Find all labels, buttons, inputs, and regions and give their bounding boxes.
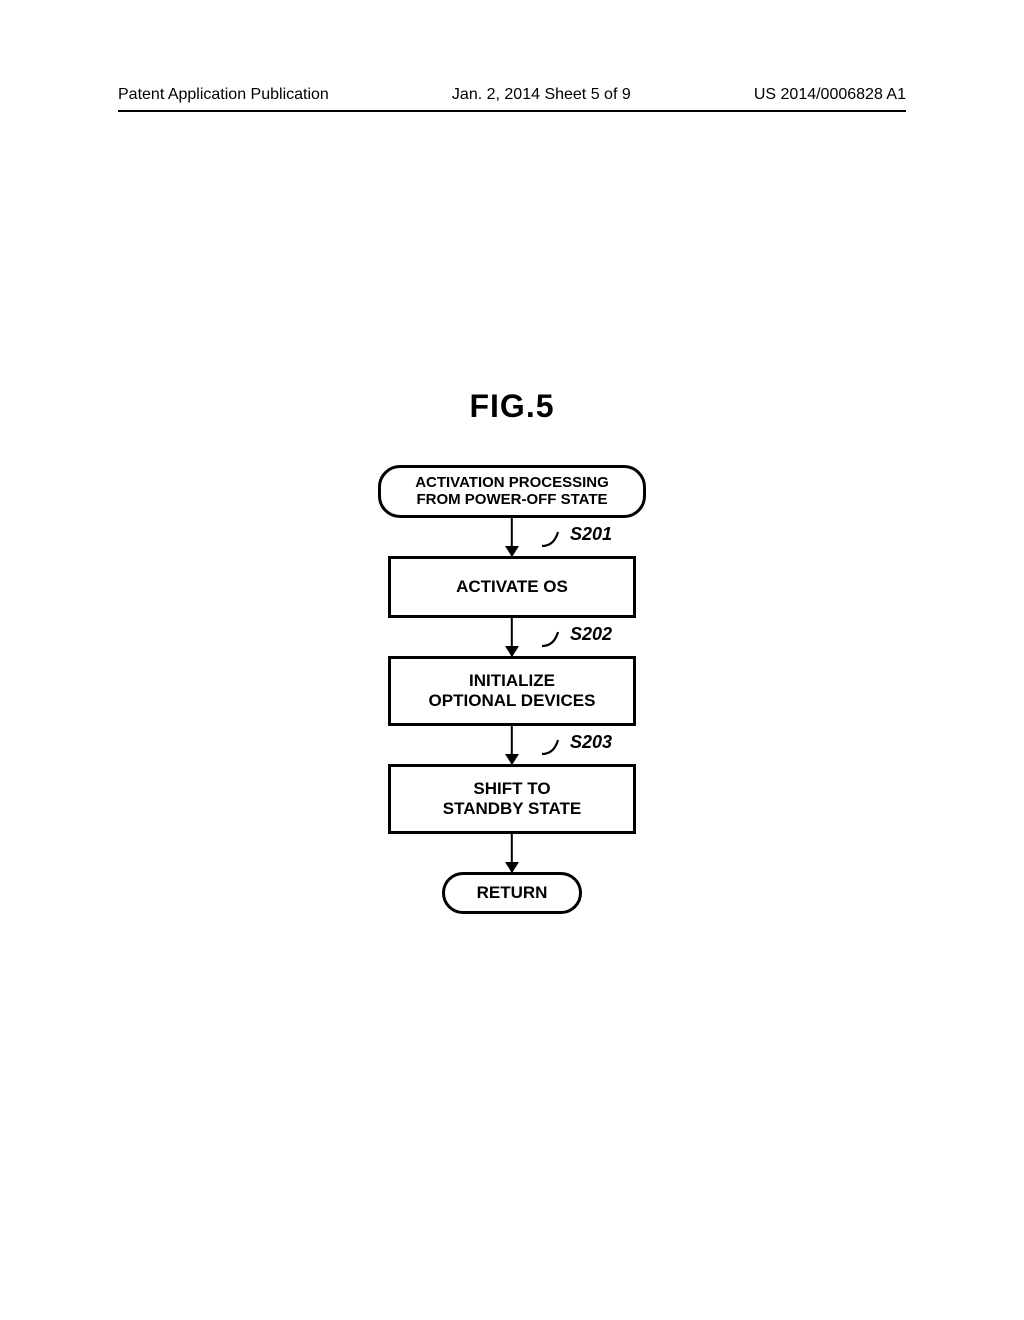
node-start: ACTIVATION PROCESSING FROM POWER-OFF STA… [378,465,646,518]
node-s201-line1: ACTIVATE OS [397,577,627,597]
node-s203-line1: SHIFT TO [397,779,627,799]
node-start-line2: FROM POWER-OFF STATE [391,491,633,508]
header-right: US 2014/0006828 A1 [754,86,906,104]
header-left: Patent Application Publication [118,86,329,104]
header-rule [118,110,906,112]
node-s201: ACTIVATE OS [388,556,636,618]
arrowhead-icon [505,754,519,765]
node-s202-line1: INITIALIZE [397,671,627,691]
header-center: Jan. 2, 2014 Sheet 5 of 9 [452,86,631,104]
edge-1-label: S202 [570,624,612,645]
node-s203: SHIFT TO STANDBY STATE [388,764,636,834]
node-s202-line2: OPTIONAL DEVICES [397,691,627,711]
node-end: RETURN [442,872,582,914]
node-s202: INITIALIZE OPTIONAL DEVICES [388,656,636,726]
node-s203-line2: STANDBY STATE [397,799,627,819]
figure-title: FIG.5 [0,388,1024,425]
label-hook-icon [542,630,570,648]
arrowhead-icon [505,546,519,557]
node-end-line1: RETURN [455,883,569,903]
edge-0-label: S201 [570,524,612,545]
flowchart: ACTIVATION PROCESSING FROM POWER-OFF STA… [362,465,662,914]
node-start-line1: ACTIVATION PROCESSING [391,474,633,491]
edge-2-label: S203 [570,732,612,753]
label-hook-icon [542,738,570,756]
page-header: Patent Application Publication Jan. 2, 2… [118,86,906,104]
page: Patent Application Publication Jan. 2, 2… [0,0,1024,1320]
arrowhead-icon [505,862,519,873]
edge-3 [362,834,662,872]
edge-2: S203 [362,726,662,764]
label-hook-icon [542,530,570,548]
edge-0: S201 [362,518,662,556]
edge-1: S202 [362,618,662,656]
arrowhead-icon [505,646,519,657]
